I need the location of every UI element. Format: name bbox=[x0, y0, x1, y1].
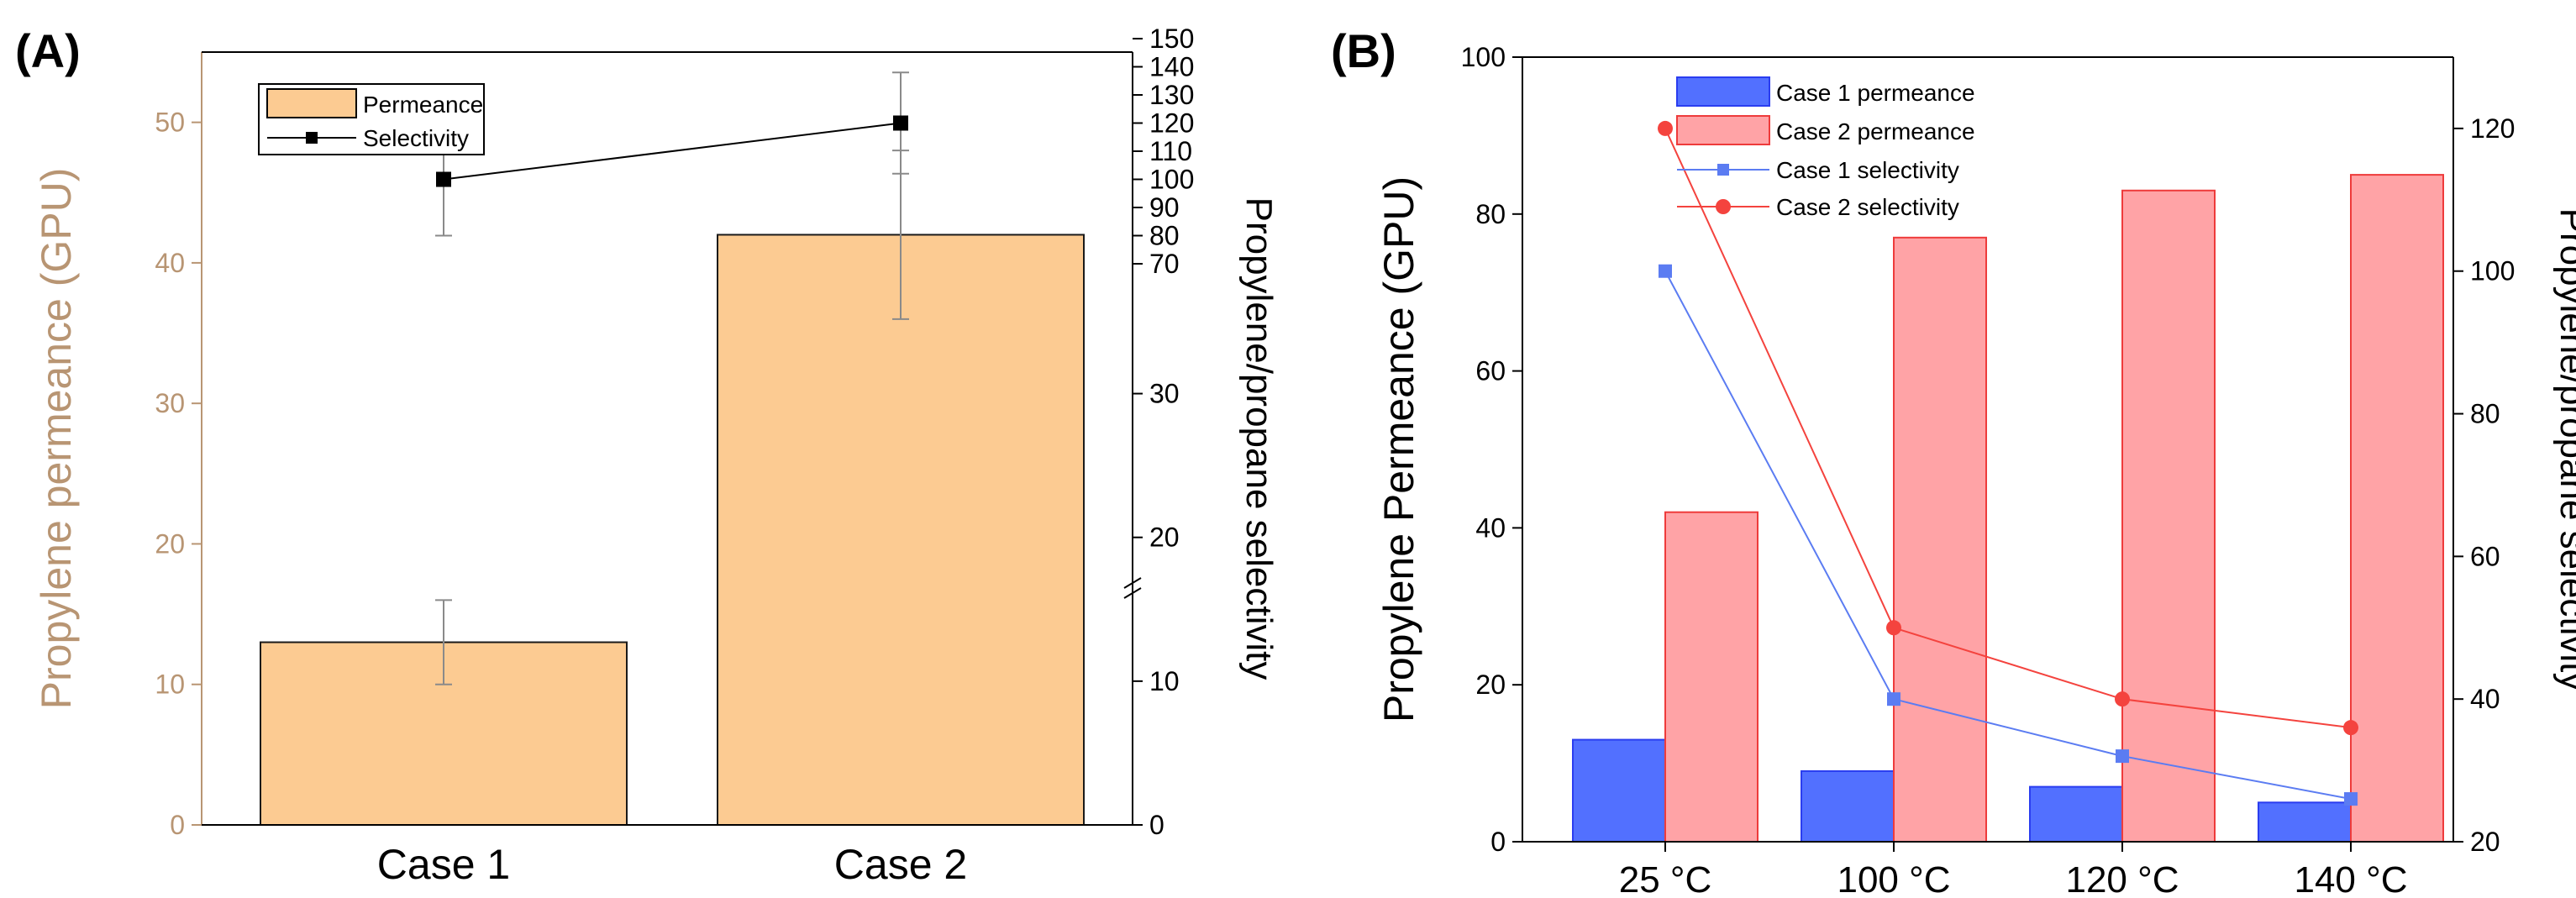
panel-a-label: (A) bbox=[15, 24, 81, 77]
panel-a-selectivity-series bbox=[435, 71, 909, 237]
panel-a-y2-axis-label: Propylene/propane selectivity bbox=[1238, 197, 1280, 680]
panel-a-right-tick-label: 120 bbox=[1149, 108, 1194, 139]
panel-a-left-ticks: 0 10 20 30 40 50 bbox=[155, 108, 202, 840]
panel-a-right-tick-label: 90 bbox=[1149, 192, 1180, 223]
panel-b-right-tick-label: 120 bbox=[2470, 113, 2515, 144]
panel-b-right-tick-label: 100 bbox=[2470, 256, 2515, 286]
panel-a-left-tick-label: 20 bbox=[155, 528, 185, 559]
panel-b-right-tick-label: 20 bbox=[2470, 827, 2500, 857]
panel-a-legend-permeance-swatch bbox=[266, 88, 357, 118]
panel-a-right-tick-label: 0 bbox=[1149, 810, 1164, 840]
panel-a-y-axis-label: Propylene permeance (GPU) bbox=[33, 168, 80, 710]
panel-b-case2-selectivity-point-25-c bbox=[1658, 120, 1673, 136]
panel-a-selectivity-line bbox=[443, 122, 902, 181]
panel-b-legend-case2-permeance-label: Case 2 permeance bbox=[1776, 118, 1975, 144]
panel-b-case2-selectivity-point-100-c bbox=[1886, 620, 1901, 636]
panel-b-legend-case1-permeance-label: Case 1 permeance bbox=[1776, 80, 1975, 106]
panel-a-left-tick-label: 40 bbox=[155, 248, 185, 278]
panel-b-left-tick-label: 100 bbox=[1461, 42, 1506, 72]
panel-b-legend-case2-selectivity-marker bbox=[1716, 199, 1731, 214]
panel-a-left-tick-label: 0 bbox=[170, 810, 185, 840]
panel-b-case2-selectivity-point-140-c bbox=[2343, 720, 2358, 736]
panel-b-legend-case1-selectivity-label: Case 1 selectivity bbox=[1776, 157, 1959, 183]
panel-b-bar-case2-120-c bbox=[2121, 189, 2216, 843]
panel-b-left-tick-label: 0 bbox=[1490, 827, 1506, 857]
panel-b-bar-case1-25-c bbox=[1572, 738, 1666, 843]
panel-a-right-tick-label: 110 bbox=[1149, 136, 1192, 166]
panel-b-bar-case2-140-c bbox=[2350, 174, 2444, 843]
panel-b-legend-case1-permeance-swatch bbox=[1676, 76, 1770, 107]
panel-b-x-tick-label-120-c: 120 °C bbox=[2065, 859, 2179, 898]
panel-b-left-tick-label: 80 bbox=[1475, 199, 1506, 229]
panel-b-bar-case1-120-c bbox=[2029, 785, 2123, 843]
panel-b-bar-case2-100-c bbox=[1893, 236, 1987, 843]
panel-b-right-tick-label: 60 bbox=[2470, 541, 2500, 571]
panel-b-case1-selectivity-point-100-c bbox=[1887, 692, 1900, 706]
panel-b-legend-case1-selectivity-marker bbox=[1717, 164, 1729, 176]
panel-b-case2-selectivity-point-120-c bbox=[2115, 691, 2130, 707]
panel-b-label: (B) bbox=[1331, 24, 1396, 77]
panel-a-right-tick-label: 150 bbox=[1149, 24, 1194, 54]
panel-b-case1-selectivity-line bbox=[1664, 270, 2352, 801]
panel-b-right-ticks: 20 40 60 80 100 120 bbox=[2453, 113, 2515, 857]
panel-b-y-axis-label: Propylene Permeance (GPU) bbox=[1375, 176, 1422, 722]
panel-a-right-tick-label: 20 bbox=[1149, 523, 1180, 553]
panel-a-selectivity-point-case-2 bbox=[893, 115, 908, 131]
panel-b-bar-case1-140-c bbox=[2258, 801, 2352, 843]
panel-b-x-ticks: 25 °C 100 °C 120 °C 140 °C bbox=[1619, 842, 2408, 898]
panel-b: (B) 0 20 40 60 80 100 20 40 60 80 100 120 25 °C 100… bbox=[1331, 24, 2576, 898]
panel-b-x-tick-label-140-c: 140 °C bbox=[2294, 859, 2407, 898]
panel-a: (A) 0 10 20 30 40 50 0 10 20 30 70809010011012013… bbox=[15, 24, 1280, 888]
panel-a-legend-selectivity-label: Selectivity bbox=[363, 125, 469, 151]
panel-a-left-tick-label: 10 bbox=[155, 670, 185, 700]
panel-a-right-tick-label: 70 bbox=[1149, 249, 1180, 279]
panel-a-x-ticks: Case 1 Case 2 bbox=[377, 841, 967, 888]
panel-b-case2-selectivity-line bbox=[1664, 128, 2352, 729]
panel-a-x-tick-label-case-2: Case 2 bbox=[834, 841, 967, 888]
panel-a-right-tick-label: 100 bbox=[1149, 165, 1194, 195]
panel-a-left-tick-label: 50 bbox=[155, 108, 185, 138]
panel-a-legend: Permeance Selectivity bbox=[258, 83, 485, 155]
panel-b-x-tick-label-100-c: 100 °C bbox=[1837, 859, 1950, 898]
panel-a-right-tick-label: 30 bbox=[1149, 379, 1180, 409]
panel-a-legend-selectivity-marker bbox=[306, 132, 318, 144]
panel-a-left-tick-label: 30 bbox=[155, 388, 185, 418]
panel-b-case1-selectivity-point-140-c bbox=[2344, 792, 2358, 806]
panel-a-bars bbox=[260, 234, 1085, 827]
panel-b-right-tick-label: 80 bbox=[2470, 399, 2500, 429]
panel-a-axis-break bbox=[1123, 577, 1142, 599]
panel-a-x-tick-label-case-1: Case 1 bbox=[377, 841, 510, 888]
panel-a-selectivity-point-case-1 bbox=[436, 171, 451, 187]
panel-b-case1-selectivity-point-120-c bbox=[2116, 749, 2129, 764]
panel-a-right-tick-label: 80 bbox=[1149, 221, 1180, 251]
panel-b-left-tick-label: 20 bbox=[1475, 670, 1506, 700]
panel-b-left-ticks: 0 20 40 60 80 100 bbox=[1461, 42, 1522, 857]
panel-b-bar-case1-100-c bbox=[1801, 769, 1895, 843]
panel-a-right-tick-label: 130 bbox=[1149, 80, 1194, 110]
panel-a-legend-box bbox=[258, 83, 485, 155]
panel-a-right-tick-label: 10 bbox=[1149, 666, 1180, 696]
panel-a-right-tick-label: 140 bbox=[1149, 52, 1194, 82]
panel-b-left-tick-label: 40 bbox=[1475, 512, 1506, 543]
panel-b-right-tick-label: 40 bbox=[2470, 684, 2500, 714]
panel-b-selectivity-series bbox=[1658, 120, 2358, 806]
panel-b-bar-case2-25-c bbox=[1664, 511, 1759, 843]
panel-b-bars bbox=[1572, 174, 2444, 843]
panel-b-legend-case2-permeance-swatch bbox=[1676, 115, 1770, 145]
panel-b-case1-selectivity-point-25-c bbox=[1659, 264, 1672, 278]
panel-b-y2-axis-label: Propylene/propane selectivity bbox=[2552, 208, 2576, 691]
panel-b-left-tick-label: 60 bbox=[1475, 356, 1506, 386]
panel-b-legend-case2-selectivity-label: Case 2 selectivity bbox=[1776, 194, 1959, 220]
panel-a-legend-permeance-label: Permeance bbox=[363, 92, 483, 118]
panel-a-bar-case-2 bbox=[717, 234, 1085, 827]
panel-a-bar-errorbars bbox=[435, 150, 909, 685]
panel-b-legend: Case 1 permeance Case 2 permeance Case 1… bbox=[1676, 76, 1975, 220]
panel-b-x-tick-label-25-c: 25 °C bbox=[1619, 859, 1712, 898]
